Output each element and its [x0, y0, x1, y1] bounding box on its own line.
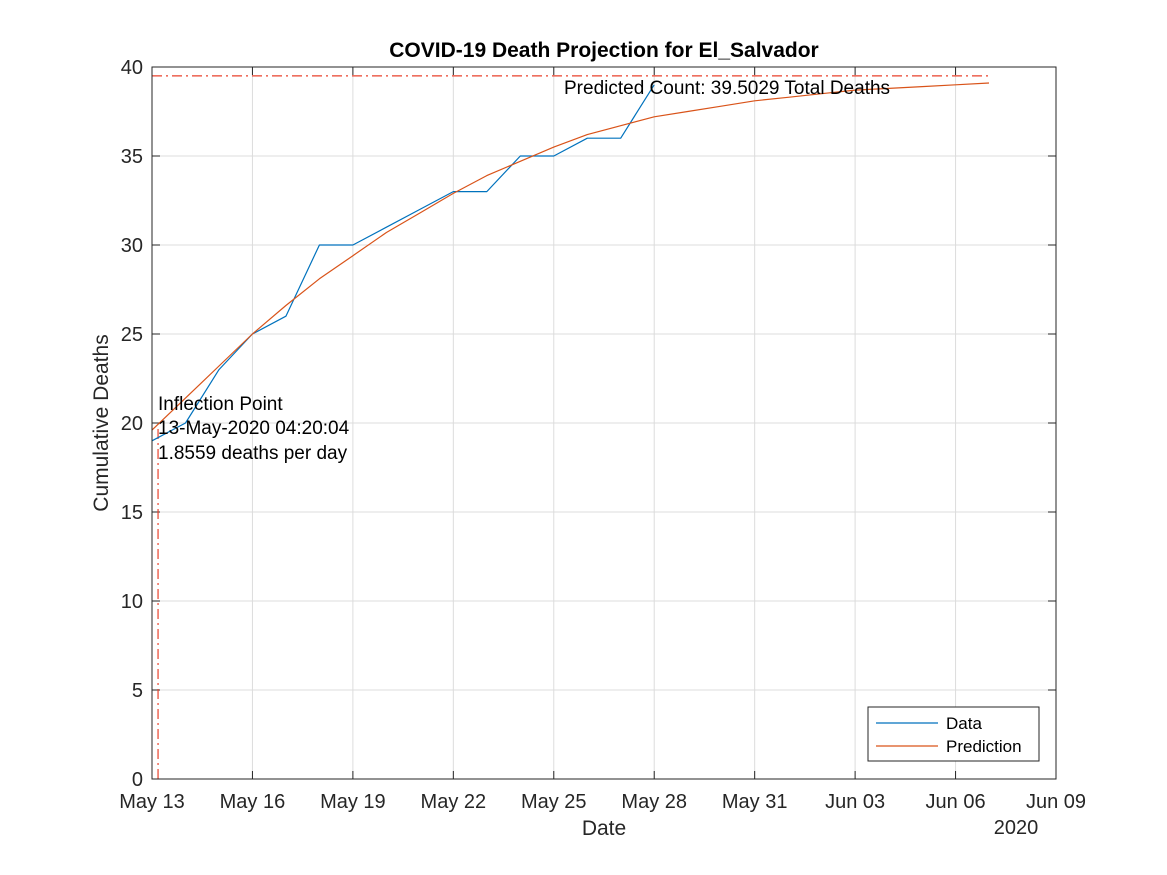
series-line-data	[151, 84, 655, 442]
axis-ticks: May 13 May 16 May 19 May 22 May 25 May 28 May …	[119, 57, 1086, 813]
x-tick-label: May 28	[621, 791, 687, 813]
inflection-rate-label: 1.8559 deaths per day	[158, 443, 348, 464]
inflection-point-label: Inflection Point	[158, 394, 283, 415]
legend-box	[867, 706, 1040, 762]
y-tick-label: 25	[121, 324, 143, 346]
x-tick-label: May 22	[421, 791, 487, 813]
legend: Data Prediction	[867, 706, 1040, 762]
y-tick-label: 20	[121, 413, 143, 435]
predicted-count-annotation: Predicted Count: 39.5029 Total Deaths	[564, 78, 890, 99]
x-tick-label: May 19	[320, 791, 386, 813]
y-tick-label: 30	[121, 235, 143, 257]
series-lines	[151, 82, 990, 442]
y-tick-label: 5	[132, 680, 143, 702]
x-tick-label: May 13	[119, 791, 185, 813]
x-tick-label: Jun 03	[825, 791, 885, 813]
y-tick-label: 40	[121, 57, 143, 79]
y-tick-label: 0	[132, 769, 143, 791]
x-tick-label: May 25	[521, 791, 587, 813]
y-axis-label: Cumulative Deaths	[90, 334, 113, 511]
x-tick-label: Jun 06	[926, 791, 986, 813]
inflection-date-label: 13-May-2020 04:20:04	[158, 418, 350, 439]
chart-title: COVID-19 Death Projection for El_Salvado…	[389, 39, 818, 62]
x-tick-label: Jun 09	[1026, 791, 1086, 813]
x-tick-label: May 31	[722, 791, 788, 813]
x-tick-label: May 16	[220, 791, 286, 813]
x-axis-year-label: 2020	[994, 817, 1039, 839]
plot-frame	[151, 66, 1057, 780]
y-tick-label: 15	[121, 502, 143, 524]
x-axis-label: Date	[582, 817, 626, 840]
series-line-prediction	[151, 82, 990, 431]
y-tick-label: 10	[121, 591, 143, 613]
reference-lines	[152, 75, 990, 779]
y-tick-label: 35	[121, 146, 143, 168]
legend-label-prediction: Prediction	[946, 737, 1022, 756]
legend-label-data: Data	[946, 714, 982, 733]
